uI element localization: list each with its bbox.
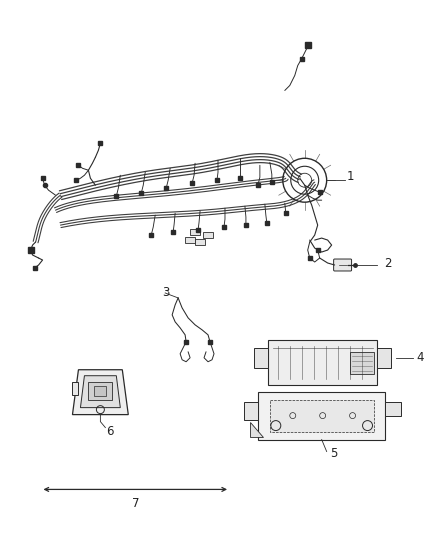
Text: 5: 5 xyxy=(330,447,337,460)
Bar xyxy=(385,402,401,416)
Polygon shape xyxy=(81,376,120,408)
Bar xyxy=(88,382,112,400)
Bar xyxy=(350,352,374,374)
Text: 6: 6 xyxy=(106,425,114,438)
Bar xyxy=(254,348,268,368)
Bar xyxy=(268,340,378,385)
FancyBboxPatch shape xyxy=(203,232,213,238)
FancyBboxPatch shape xyxy=(190,229,200,235)
Bar xyxy=(244,402,258,419)
Polygon shape xyxy=(72,382,78,394)
Text: 2: 2 xyxy=(385,256,392,270)
Text: 7: 7 xyxy=(131,497,139,510)
Text: 4: 4 xyxy=(417,351,424,364)
Polygon shape xyxy=(250,422,263,437)
Text: 3: 3 xyxy=(162,286,170,300)
Text: 1: 1 xyxy=(346,169,354,183)
Bar xyxy=(378,348,392,368)
Bar xyxy=(270,400,374,432)
FancyBboxPatch shape xyxy=(334,259,352,271)
Polygon shape xyxy=(72,370,128,415)
Bar xyxy=(258,392,385,440)
FancyBboxPatch shape xyxy=(195,239,205,245)
FancyBboxPatch shape xyxy=(185,237,195,243)
Bar xyxy=(95,386,106,395)
